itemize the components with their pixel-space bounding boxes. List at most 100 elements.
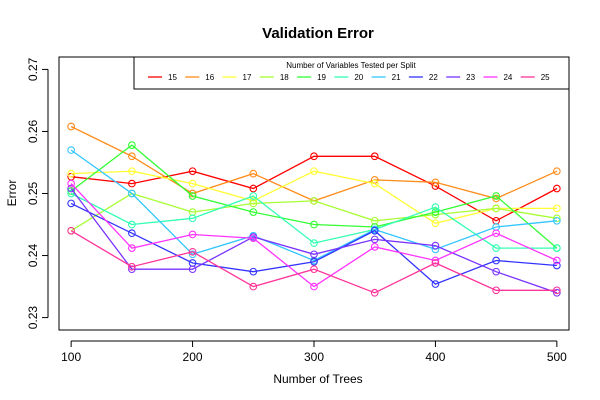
data-point	[128, 152, 136, 161]
data-point	[188, 230, 197, 239]
series-23	[67, 184, 561, 297]
legend-label: 20	[354, 73, 363, 82]
data-point	[553, 286, 561, 295]
data-point	[370, 243, 379, 251]
data-point	[249, 184, 258, 193]
data-point	[553, 288, 561, 297]
legend-box	[133, 56, 570, 90]
y-axis-label: Error	[5, 180, 19, 207]
data-point	[310, 257, 318, 266]
data-point	[310, 167, 318, 176]
legend-item-15: 15	[148, 73, 177, 82]
data-point	[67, 226, 75, 235]
legend-item-16: 16	[185, 73, 215, 82]
data-point	[249, 197, 258, 205]
data-point	[67, 199, 75, 208]
data-point	[553, 216, 561, 225]
axes: 100 200 300 400 500 0.23 0.24 0.25 0.26 0.27	[26, 57, 567, 364]
data-point	[310, 282, 318, 291]
legend-item-20: 20	[334, 73, 364, 82]
legend-label: 16	[205, 73, 214, 82]
x-tick-label: 400	[425, 350, 445, 364]
data-point	[67, 122, 75, 131]
series-15	[67, 152, 561, 225]
legend-label: 22	[429, 73, 438, 82]
legend-label: 25	[541, 73, 550, 82]
legend-label: 18	[280, 73, 289, 82]
x-axis-label: Number of Trees	[273, 372, 362, 386]
data-point	[492, 267, 500, 276]
data-point	[553, 261, 561, 270]
y-tick-label: 0.27	[26, 57, 40, 81]
data-point	[128, 262, 136, 271]
series-line	[70, 125, 558, 202]
data-point	[431, 208, 440, 216]
data-point	[67, 187, 75, 195]
data-point	[370, 179, 379, 188]
data-point	[553, 214, 561, 223]
data-point	[128, 167, 136, 176]
data-point	[128, 189, 136, 198]
x-tick-label: 300	[304, 350, 324, 364]
data-point	[128, 244, 136, 252]
series-line	[70, 192, 558, 232]
legend-item-19: 19	[297, 73, 327, 82]
series-21	[67, 146, 561, 265]
legend-title: Number of Variables Tested per Split	[286, 61, 416, 70]
data-point	[431, 256, 440, 265]
y-tick-label: 0.25	[26, 181, 40, 205]
data-point	[492, 229, 500, 238]
legend-label: 23	[466, 73, 475, 82]
x-tick-label: 100	[61, 350, 81, 364]
x-tick-label: 500	[547, 350, 567, 364]
data-point	[67, 179, 75, 188]
chart-title: Validation Error	[262, 25, 374, 42]
data-point	[553, 204, 561, 213]
series-line	[70, 183, 558, 288]
series-line	[70, 149, 557, 262]
data-point	[310, 220, 318, 229]
legend-label: 17	[243, 73, 252, 82]
legend-label: 19	[317, 73, 326, 82]
series-line	[71, 155, 558, 222]
data-point	[188, 192, 197, 200]
data-point	[249, 267, 258, 276]
data-point	[128, 141, 136, 149]
series-line	[70, 144, 558, 249]
data-point	[128, 229, 136, 238]
legend-item-24: 24	[483, 73, 513, 82]
data-point	[310, 197, 318, 205]
data-point	[249, 192, 258, 200]
data-point	[431, 241, 440, 250]
data-point	[370, 288, 379, 297]
series-line	[70, 188, 558, 294]
legend-item-23: 23	[446, 73, 476, 82]
series-17	[67, 167, 561, 228]
series-layer	[67, 122, 561, 297]
data-point	[67, 146, 75, 154]
data-point	[188, 167, 197, 176]
series-line	[71, 170, 557, 224]
x-tick-label: 200	[183, 350, 203, 364]
y-tick-label: 0.23	[26, 306, 40, 330]
data-point	[431, 210, 440, 219]
legend-item-17: 17	[222, 73, 252, 82]
data-point	[310, 239, 318, 247]
data-point	[128, 265, 136, 274]
series-25	[67, 226, 561, 297]
series-line	[70, 230, 557, 294]
data-point	[249, 234, 258, 243]
data-point	[370, 235, 379, 244]
data-point	[553, 256, 561, 265]
legend-label: 15	[168, 73, 177, 82]
data-point	[188, 214, 197, 223]
legend-item-21: 21	[371, 73, 401, 82]
series-24	[67, 179, 561, 291]
data-point	[249, 282, 258, 291]
data-point	[310, 152, 318, 161]
legend-item-25: 25	[520, 73, 550, 82]
data-point	[188, 179, 197, 188]
data-point	[370, 226, 379, 235]
legend-label: 24	[503, 73, 512, 82]
data-point	[249, 199, 258, 208]
